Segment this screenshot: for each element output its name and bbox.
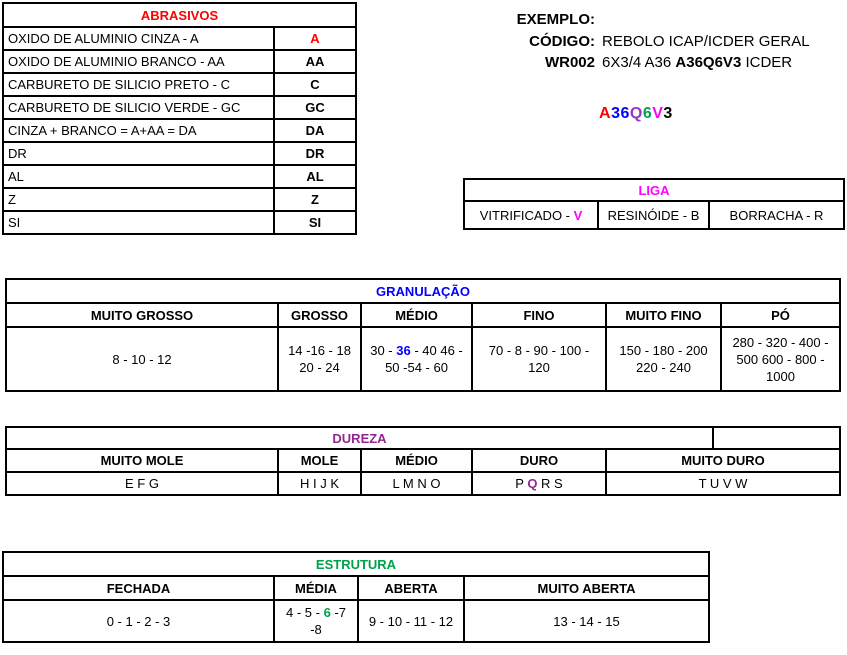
abrasive-code: SI [273, 210, 357, 235]
estrutura-header: MUITO ABERTA [463, 575, 710, 601]
table-row: OXIDO DE ALUMINIO CINZA - A A [2, 26, 357, 51]
dureza-value: H I J K [277, 471, 362, 496]
dureza-empty-cell [712, 426, 841, 450]
abrasive-name: AL [2, 164, 275, 189]
abrasive-name: CARBURETO DE SILICIO VERDE - GC [2, 95, 275, 120]
granulacao-header: GROSSO [277, 302, 362, 328]
dureza-value: T U V W [605, 471, 841, 496]
estrutura-value: 4 - 5 - 6 -7 -8 [273, 599, 359, 643]
abrasive-code: AA [273, 49, 357, 74]
table-row: Z Z [2, 187, 357, 212]
abrasivos-table: ABRASIVOS OXIDO DE ALUMINIO CINZA - A A … [2, 2, 357, 235]
color-coded-code: A36Q6V3 [599, 105, 673, 122]
granulacao-value: 30 - 36 - 40 46 - 50 -54 - 60 [360, 326, 473, 392]
wr002-label: WR002 [544, 54, 595, 71]
table-row: E F G H I J K L M N O P Q R S T U V W [5, 471, 841, 496]
exemplo-title: EXEMPLO: [516, 11, 595, 28]
estrutura-value: 13 - 14 - 15 [463, 599, 710, 643]
liga-cell: VITRIFICADO - V [463, 200, 599, 230]
exemplo-section: EXEMPLO: CÓDIGO: REBOLO ICAP/ICDER GERAL… [490, 9, 846, 74]
granulacao-value: 280 - 320 - 400 - 500 600 - 800 - 1000 [720, 326, 841, 392]
abrasive-code: DR [273, 141, 357, 166]
estrutura-value: 9 - 10 - 11 - 12 [357, 599, 465, 643]
abrasive-code: A [273, 26, 357, 51]
table-row: CARBURETO DE SILICIO PRETO - C C [2, 72, 357, 97]
granulacao-value: 70 - 8 - 90 - 100 - 120 [471, 326, 607, 392]
liga-title: LIGA [463, 178, 845, 202]
granulacao-section: GRANULAÇÃO MUITO GROSSO GROSSO MÉDIO FIN… [5, 278, 841, 392]
table-row: AL AL [2, 164, 357, 189]
dureza-table: DUREZA MUITO MOLE MOLE MÉDIO DURO MUITO … [5, 426, 841, 496]
abrasive-name: Z [2, 187, 275, 212]
estrutura-value: 0 - 1 - 2 - 3 [2, 599, 275, 643]
abrasive-name: CARBURETO DE SILICIO PRETO - C [2, 72, 275, 97]
table-row: SI SI [2, 210, 357, 235]
dureza-header: MÉDIO [360, 448, 473, 473]
granulacao-value: 8 - 10 - 12 [5, 326, 279, 392]
liga-cell: BORRACHA - R [708, 200, 845, 230]
estrutura-section: ESTRUTURA FECHADA MÉDIA ABERTA MUITO ABE… [2, 551, 710, 643]
abrasive-name: OXIDO DE ALUMINIO BRANCO - AA [2, 49, 275, 74]
abrasive-name: CINZA + BRANCO = A+AA = DA [2, 118, 275, 143]
abrasive-code: C [273, 72, 357, 97]
granulacao-header: MÉDIO [360, 302, 473, 328]
abrasive-code: DA [273, 118, 357, 143]
granulacao-header: PÓ [720, 302, 841, 328]
estrutura-title: ESTRUTURA [2, 551, 710, 577]
abrasive-name: DR [2, 141, 275, 166]
liga-cell: RESINÓIDE - B [597, 200, 710, 230]
dureza-value: L M N O [360, 471, 473, 496]
dureza-section: DUREZA MUITO MOLE MOLE MÉDIO DURO MUITO … [5, 426, 841, 496]
abrasivos-title: ABRASIVOS [2, 2, 357, 28]
dureza-value: E F G [5, 471, 279, 496]
granulacao-header: MUITO FINO [605, 302, 722, 328]
table-row: MUITO MOLE MOLE MÉDIO DURO MUITO DURO [5, 448, 841, 473]
abrasive-code: Z [273, 187, 357, 212]
abrasivos-section: ABRASIVOS OXIDO DE ALUMINIO CINZA - A A … [2, 2, 357, 235]
table-row: FECHADA MÉDIA ABERTA MUITO ABERTA [2, 575, 710, 601]
codigo-value: REBOLO ICAP/ICDER GERAL [602, 32, 810, 50]
granulacao-value: 150 - 180 - 200 220 - 240 [605, 326, 722, 392]
table-row: MUITO GROSSO GROSSO MÉDIO FINO MUITO FIN… [5, 302, 841, 328]
table-row: VITRIFICADO - V RESINÓIDE - B BORRACHA -… [463, 200, 845, 230]
dureza-header: MUITO DURO [605, 448, 841, 473]
estrutura-header: MÉDIA [273, 575, 359, 601]
abrasive-name: OXIDO DE ALUMINIO CINZA - A [2, 26, 275, 51]
granulacao-header: MUITO GROSSO [5, 302, 279, 328]
table-row: 8 - 10 - 12 14 -16 - 18 20 - 24 30 - 36 … [5, 326, 841, 392]
table-row: 0 - 1 - 2 - 3 4 - 5 - 6 -7 -8 9 - 10 - 1… [2, 599, 710, 643]
estrutura-header: ABERTA [357, 575, 465, 601]
liga-section: LIGA VITRIFICADO - V RESINÓIDE - B BORRA… [463, 178, 845, 230]
estrutura-header: FECHADA [2, 575, 275, 601]
dureza-title: DUREZA [5, 426, 714, 450]
granulacao-header: FINO [471, 302, 607, 328]
granulacao-table: GRANULAÇÃO MUITO GROSSO GROSSO MÉDIO FIN… [5, 278, 841, 392]
exemplo-spacer [595, 9, 846, 31]
dureza-header: MUITO MOLE [5, 448, 279, 473]
dureza-header: DURO [471, 448, 607, 473]
table-row: CINZA + BRANCO = A+AA = DA DA [2, 118, 357, 143]
liga-table: LIGA VITRIFICADO - V RESINÓIDE - B BORRA… [463, 178, 845, 230]
table-row: CARBURETO DE SILICIO VERDE - GC GC [2, 95, 357, 120]
granulacao-value: 14 -16 - 18 20 - 24 [277, 326, 362, 392]
table-row: OXIDO DE ALUMINIO BRANCO - AA AA [2, 49, 357, 74]
table-row: DR DR [2, 141, 357, 166]
abrasive-name: SI [2, 210, 275, 235]
dureza-value: P Q R S [471, 471, 607, 496]
granulacao-title: GRANULAÇÃO [5, 278, 841, 304]
estrutura-table: ESTRUTURA FECHADA MÉDIA ABERTA MUITO ABE… [2, 551, 710, 643]
abrasive-code: AL [273, 164, 357, 189]
wr002-value: 6X3/4 A36 A36Q6V3 ICDER [602, 54, 793, 71]
abrasive-code: GC [273, 95, 357, 120]
codigo-label: CÓDIGO: [529, 32, 595, 50]
dureza-header: MOLE [277, 448, 362, 473]
